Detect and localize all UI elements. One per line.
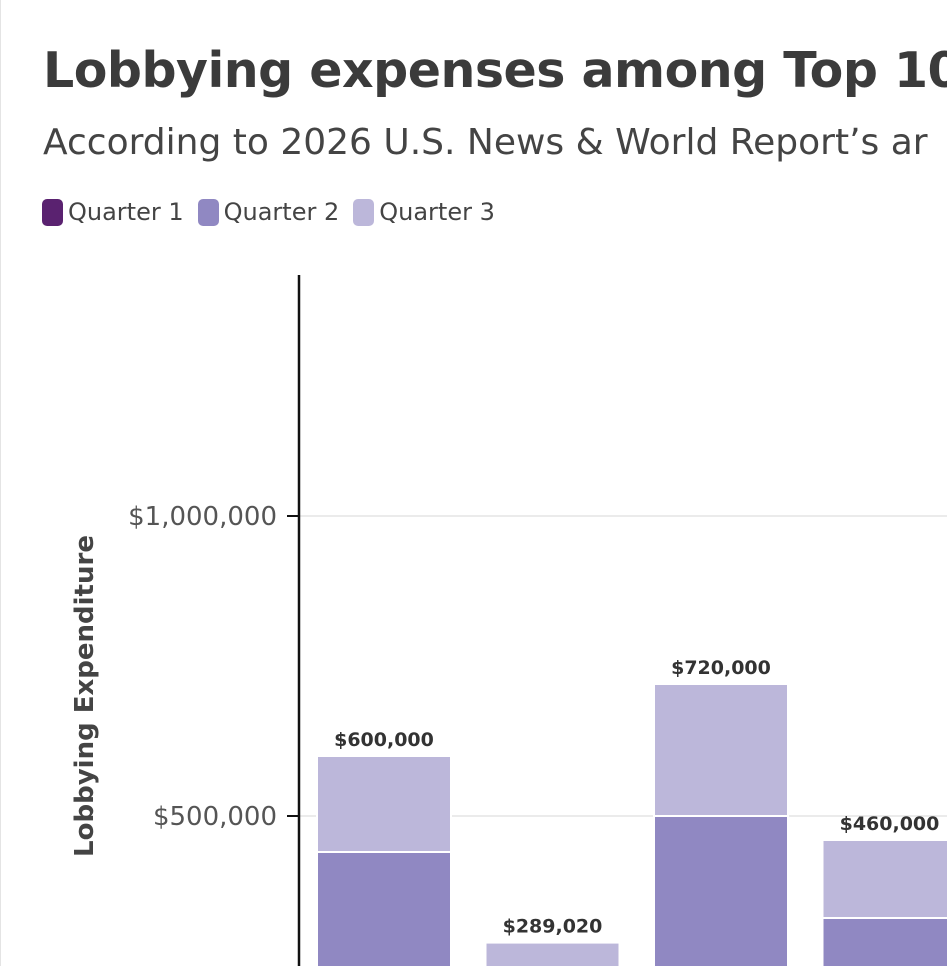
legend-label-quarter-3: Quarter 3 [379,198,495,226]
bar-segment-quarter-3[interactable] [821,839,947,919]
bar-segment-quarter-3[interactable] [484,941,621,966]
bar-total-label: $720,000 [671,657,771,679]
legend-label-quarter-1: Quarter 1 [68,198,184,226]
chart-subtitle: According to 2026 U.S. News & World Repo… [43,122,928,163]
bar-total-label: $600,000 [334,729,434,751]
bar-segment-quarter-2[interactable] [316,851,452,966]
bar-segment-quarter-3[interactable] [316,755,452,853]
legend-item-quarter-3[interactable]: Quarter 3 [353,198,495,226]
legend-swatch-quarter-2 [197,198,219,226]
legend-item-quarter-1[interactable]: Quarter 1 [42,198,184,226]
chart-title: Lobbying expenses among Top 10 [43,42,947,99]
bar-segment-quarter-3[interactable] [653,683,789,817]
bar-total-label: $460,000 [840,813,940,835]
legend-label-quarter-2: Quarter 2 [223,198,340,226]
y-axis: $500,000 $1,000,000 [128,275,301,966]
y-tick-label: $500,000 [153,802,277,832]
bar-total-labels: $600,000 $289,020 $720,000 $460,000 [334,657,939,938]
legend-swatch-quarter-3 [353,198,375,226]
legend-swatch-quarter-1 [42,198,63,226]
bar-segment-quarter-2[interactable] [821,917,947,966]
left-border [0,0,1,966]
legend-item-quarter-2[interactable]: Quarter 2 [197,198,340,226]
y-axis-label: Lobbying Expenditure [70,535,100,857]
y-tick-label: $1,000,000 [128,502,277,532]
legend: Quarter 1 Quarter 2 Quarter 3 [42,198,509,226]
bars [316,683,947,966]
bar-total-label: $289,020 [503,916,603,938]
bar-segment-quarter-2[interactable] [653,815,789,966]
